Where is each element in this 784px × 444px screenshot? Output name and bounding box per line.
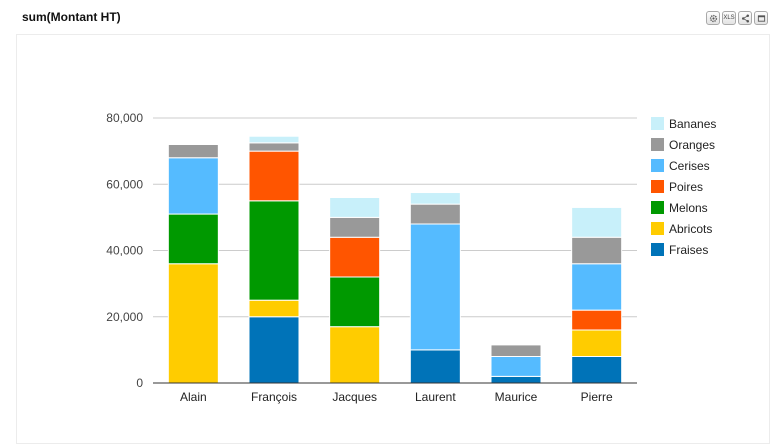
legend-swatch-abricots[interactable] xyxy=(651,222,664,235)
bar-segment-bananes[interactable] xyxy=(571,206,623,238)
bar-segment-cerises[interactable] xyxy=(571,263,623,311)
legend-swatch-fraises[interactable] xyxy=(651,243,664,256)
stacked-bar-chart: 0 20,000 40,000 60,000 80,000 Alain François Ja… xyxy=(106,111,716,404)
bar-segment-bananes[interactable] xyxy=(329,197,381,218)
bar-segment-cerises[interactable] xyxy=(167,157,219,215)
bar-segment-melons[interactable] xyxy=(167,213,219,265)
legend-swatch-melons[interactable] xyxy=(651,201,664,214)
bar-segment-melons[interactable] xyxy=(329,276,381,328)
x-tick-label: François xyxy=(251,390,297,404)
maximize-button[interactable] xyxy=(754,11,768,25)
bar-segment-abricots[interactable] xyxy=(571,329,623,357)
legend-label-melons[interactable]: Melons xyxy=(669,201,708,215)
legend-label-abricots[interactable]: Abricots xyxy=(669,222,712,236)
bar-segment-cerises[interactable] xyxy=(490,356,542,377)
y-tick-label: 60,000 xyxy=(106,177,143,191)
chart-frame: 0 20,000 40,000 60,000 80,000 Alain François Ja… xyxy=(16,34,770,444)
panel-title: sum(Montant HT) xyxy=(22,10,121,24)
bar-segment-poires[interactable] xyxy=(571,309,623,331)
xls-icon: XLS xyxy=(723,15,735,21)
bar-segment-poires[interactable] xyxy=(248,150,300,202)
export-xls-button[interactable]: XLS xyxy=(722,11,736,25)
bar-segment-oranges[interactable] xyxy=(329,216,381,238)
x-tick-label: Pierre xyxy=(581,390,613,404)
bar-segment-abricots[interactable] xyxy=(248,299,300,318)
x-tick-label: Maurice xyxy=(495,390,538,404)
bar-segment-fraises[interactable] xyxy=(409,349,461,384)
gear-icon xyxy=(709,14,717,22)
y-tick-label: 0 xyxy=(136,376,143,390)
bar-segment-cerises[interactable] xyxy=(409,223,461,351)
legend-label-bananes[interactable]: Bananes xyxy=(669,117,716,131)
legend-swatch-poires[interactable] xyxy=(651,180,664,193)
legend-label-fraises[interactable]: Fraises xyxy=(669,243,708,257)
bar-segment-oranges[interactable] xyxy=(571,236,623,265)
window-icon xyxy=(757,14,765,22)
x-tick-label: Alain xyxy=(180,390,207,404)
legend-label-poires[interactable]: Poires xyxy=(669,180,703,194)
bar-segment-fraises[interactable] xyxy=(571,356,623,384)
bar-segment-abricots[interactable] xyxy=(329,326,381,384)
share-icon xyxy=(741,14,749,22)
legend-label-cerises[interactable]: Cerises xyxy=(669,159,710,173)
bar-segment-fraises[interactable] xyxy=(490,375,542,384)
legend-label-oranges[interactable]: Oranges xyxy=(669,138,715,152)
bar-segment-oranges[interactable] xyxy=(409,203,461,225)
y-tick-label: 20,000 xyxy=(106,310,143,324)
legend-swatch-bananes[interactable] xyxy=(651,117,664,130)
chart-toolbar: XLS xyxy=(706,11,768,25)
share-button[interactable] xyxy=(738,11,752,25)
settings-button[interactable] xyxy=(706,11,720,25)
bar-segment-oranges[interactable] xyxy=(248,142,300,152)
bar-segment-poires[interactable] xyxy=(329,236,381,278)
x-tick-label: Jacques xyxy=(332,390,377,404)
bar-segment-oranges[interactable] xyxy=(167,144,219,159)
x-tick-label: Laurent xyxy=(415,390,456,404)
bar-segment-bananes[interactable] xyxy=(248,135,300,144)
legend-swatch-cerises[interactable] xyxy=(651,159,664,172)
bar-segment-abricots[interactable] xyxy=(167,263,219,384)
bar-segment-oranges[interactable] xyxy=(490,344,542,357)
y-tick-label: 80,000 xyxy=(106,111,143,125)
bar-segment-bananes[interactable] xyxy=(409,192,461,205)
bar-segment-fraises[interactable] xyxy=(248,316,300,384)
bar-segment-melons[interactable] xyxy=(248,200,300,301)
legend-swatch-oranges[interactable] xyxy=(651,138,664,151)
y-tick-label: 40,000 xyxy=(106,244,143,258)
